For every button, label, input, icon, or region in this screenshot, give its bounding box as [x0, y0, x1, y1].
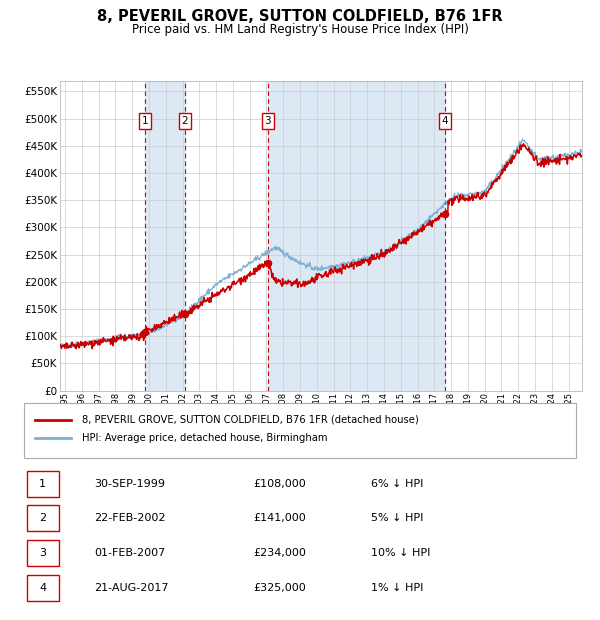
Text: £234,000: £234,000	[253, 548, 306, 558]
Bar	[26, 575, 59, 601]
Bar	[185, 81, 268, 391]
Text: HPI: Average price, detached house, Birmingham: HPI: Average price, detached house, Birm…	[82, 433, 328, 443]
Bar	[26, 540, 59, 566]
Text: 2: 2	[181, 116, 188, 126]
Text: 3: 3	[265, 116, 271, 126]
Text: £108,000: £108,000	[253, 479, 306, 489]
Text: 10% ↓ HPI: 10% ↓ HPI	[371, 548, 430, 558]
Bar	[23, 404, 577, 458]
Bar	[26, 505, 59, 531]
Bar	[445, 81, 582, 391]
Text: 22-FEB-2002: 22-FEB-2002	[94, 513, 166, 523]
Bar	[145, 81, 185, 391]
Text: 4: 4	[442, 116, 448, 126]
Text: 3: 3	[39, 548, 46, 558]
Text: Price paid vs. HM Land Registry's House Price Index (HPI): Price paid vs. HM Land Registry's House …	[131, 23, 469, 36]
Text: 1: 1	[142, 116, 148, 126]
Text: 5% ↓ HPI: 5% ↓ HPI	[371, 513, 423, 523]
Bar	[26, 471, 59, 497]
Bar	[60, 81, 145, 391]
Text: £325,000: £325,000	[253, 583, 306, 593]
Text: 6% ↓ HPI: 6% ↓ HPI	[371, 479, 423, 489]
Text: 30-SEP-1999: 30-SEP-1999	[94, 479, 165, 489]
Text: 01-FEB-2007: 01-FEB-2007	[94, 548, 166, 558]
Bar	[268, 81, 445, 391]
Text: 8, PEVERIL GROVE, SUTTON COLDFIELD, B76 1FR: 8, PEVERIL GROVE, SUTTON COLDFIELD, B76 …	[97, 9, 503, 24]
Text: 1% ↓ HPI: 1% ↓ HPI	[371, 583, 423, 593]
Text: 1: 1	[39, 479, 46, 489]
Text: £141,000: £141,000	[253, 513, 306, 523]
Text: 2: 2	[39, 513, 46, 523]
Text: 21-AUG-2017: 21-AUG-2017	[94, 583, 169, 593]
Text: 8, PEVERIL GROVE, SUTTON COLDFIELD, B76 1FR (detached house): 8, PEVERIL GROVE, SUTTON COLDFIELD, B76 …	[82, 415, 419, 425]
Text: 4: 4	[39, 583, 46, 593]
